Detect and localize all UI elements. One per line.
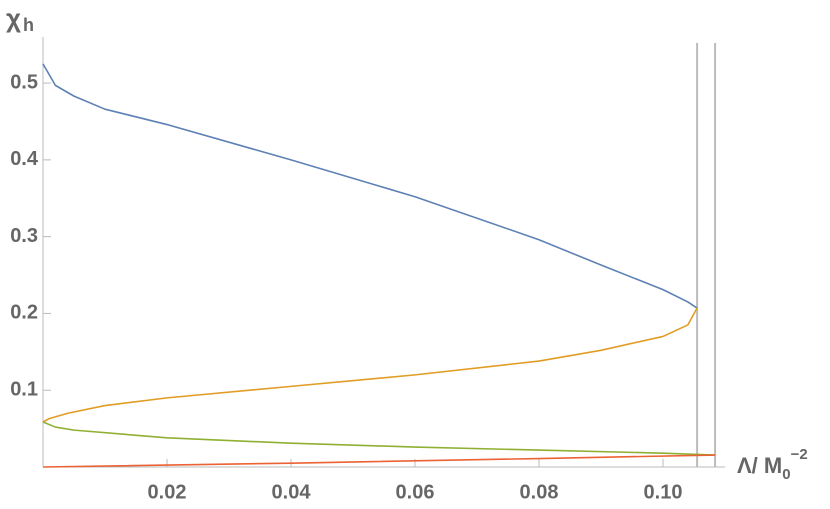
y-tick-label: 0.2: [10, 302, 38, 324]
y-tick-label: 0.5: [10, 71, 38, 93]
x-tick-label: 0.10: [644, 481, 683, 503]
series-line: [42, 421, 716, 456]
x-label-subscript: 0: [782, 466, 790, 483]
y-label-symbol: χ: [6, 3, 21, 33]
series-line: [42, 454, 716, 468]
y-tick-label: 0.3: [10, 225, 38, 247]
x-tick-label: 0.02: [148, 481, 187, 503]
y-tick-label: 0.4: [10, 148, 39, 170]
x-label-text: Λ/ M: [737, 453, 782, 478]
x-tick-label: 0.08: [520, 481, 559, 503]
y-label-subscript: h: [23, 15, 34, 35]
series-line: [42, 307, 698, 423]
x-axis-label: Λ/ M0−2: [737, 446, 808, 483]
y-tick-label: 0.1: [10, 378, 38, 400]
x-tick-label: 0.06: [396, 481, 435, 503]
series-line: [42, 63, 698, 309]
x-tick-label: 0.04: [272, 481, 312, 503]
x-label-superscript: −2: [791, 446, 808, 463]
